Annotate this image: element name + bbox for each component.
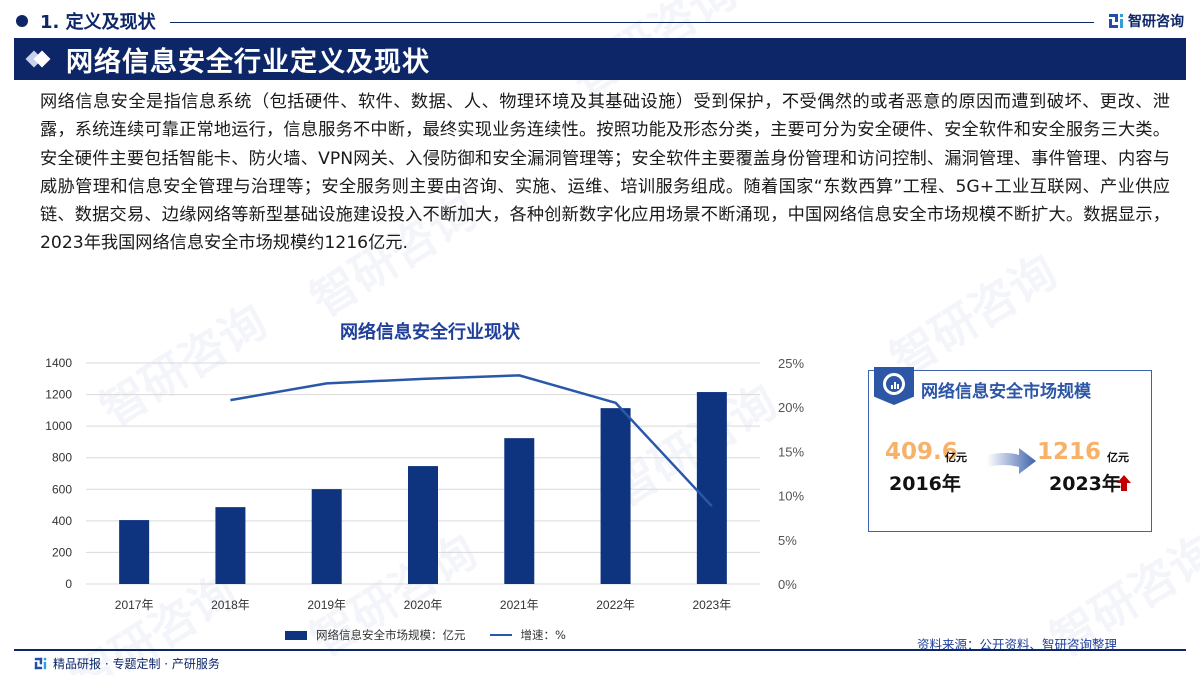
svg-text:20%: 20% — [778, 400, 804, 415]
bar — [311, 489, 342, 584]
brand-logo-icon — [34, 657, 47, 670]
source-note: 资料来源：公开资料、智研咨询整理 — [917, 637, 1118, 652]
svg-text:2022年: 2022年 — [596, 598, 635, 612]
footer-divider — [14, 649, 1186, 651]
svg-text:800: 800 — [52, 451, 72, 465]
svg-text:1200: 1200 — [45, 388, 72, 402]
bullet-dot-icon — [16, 15, 28, 27]
watermark-text: 智研咨询 — [881, 243, 1066, 388]
legend-line-swatch — [489, 634, 512, 636]
svg-text:1400: 1400 — [45, 356, 72, 370]
bar-series — [119, 392, 727, 584]
svg-text:1000: 1000 — [45, 419, 72, 433]
up-arrow-icon — [1117, 475, 1131, 491]
bar — [408, 466, 438, 584]
svg-text:10%: 10% — [778, 489, 804, 504]
section-title: 1. 定义及现状 — [40, 12, 156, 33]
combo-chart: 0 200 400 600 800 1000 1200 1400 0% 5% 10% 15% 20% 2… — [45, 356, 804, 612]
start-value: 409.6 — [885, 439, 958, 465]
svg-text:25%: 25% — [778, 356, 804, 371]
svg-text:2018年: 2018年 — [211, 598, 250, 612]
start-unit: 亿元 — [945, 451, 967, 464]
legend-bar-swatch — [285, 630, 307, 640]
section-header: 1. 定义及现状 智研咨询 — [14, 8, 1184, 34]
end-value: 1216 — [1037, 439, 1102, 465]
header-divider — [169, 21, 1094, 23]
svg-text:0: 0 — [65, 577, 72, 591]
footer-slogan: 精品研报 · 专题定制 · 产研服务 — [53, 657, 220, 671]
y-axis-right: 0% 5% 10% 15% 20% 25% — [778, 356, 804, 592]
svg-text:2023年: 2023年 — [693, 598, 732, 612]
x-axis-labels: 2017年 2018年 2019年 2020年 2021年 2022年 2023年 — [115, 598, 731, 612]
svg-text:200: 200 — [52, 545, 72, 559]
chart-badge-icon — [874, 367, 914, 405]
brand-logo-group: 智研咨询 — [1108, 11, 1184, 31]
title-banner: 网络信息安全行业定义及现状 — [14, 38, 1186, 80]
svg-text:2021年: 2021年 — [500, 598, 539, 612]
bar — [215, 507, 246, 584]
card-title: 网络信息安全市场规模 — [921, 382, 1091, 402]
svg-text:2020年: 2020年 — [404, 598, 443, 612]
chart-title: 网络信息安全行业现状 — [340, 322, 520, 343]
bar — [119, 520, 150, 584]
bar — [504, 438, 535, 584]
svg-text:2019年: 2019年 — [307, 598, 346, 612]
right-arrow-icon — [987, 448, 1036, 474]
svg-text:5%: 5% — [778, 533, 797, 548]
svg-text:0%: 0% — [778, 577, 797, 592]
svg-text:2017年: 2017年 — [115, 598, 154, 612]
page-title: 网络信息安全行业定义及现状 — [66, 46, 430, 78]
svg-text:400: 400 — [52, 514, 72, 528]
end-unit: 亿元 — [1107, 451, 1129, 464]
market-size-card: 网络信息安全市场规模 409.6 亿元 2016年 1216 亿元 2023年 — [868, 367, 1152, 532]
svg-text:600: 600 — [52, 482, 72, 496]
brand-name: 智研咨询 — [1128, 14, 1184, 30]
bar — [696, 392, 727, 584]
svg-text:15%: 15% — [778, 444, 804, 459]
end-year: 2023年 — [1049, 473, 1121, 495]
line-series — [230, 374, 713, 508]
bar — [600, 408, 631, 584]
start-year: 2016年 — [889, 473, 961, 495]
brand-logo-icon — [1109, 14, 1123, 28]
description-paragraph: 网络信息安全是指信息系统（包括硬件、软件、数据、人、物理环境及其基础设施）受到保… — [40, 92, 1170, 254]
legend-line-label: 增速：% — [520, 628, 566, 642]
legend-bar-label: 网络信息安全市场规模：亿元 — [316, 628, 466, 642]
chart-legend: 网络信息安全市场规模：亿元 增速：% — [285, 627, 566, 643]
y-axis-left: 0 200 400 600 800 1000 1200 1400 — [45, 356, 72, 591]
growth-line — [230, 374, 713, 508]
footer-slogan-group: 精品研报 · 专题定制 · 产研服务 — [34, 655, 220, 672]
